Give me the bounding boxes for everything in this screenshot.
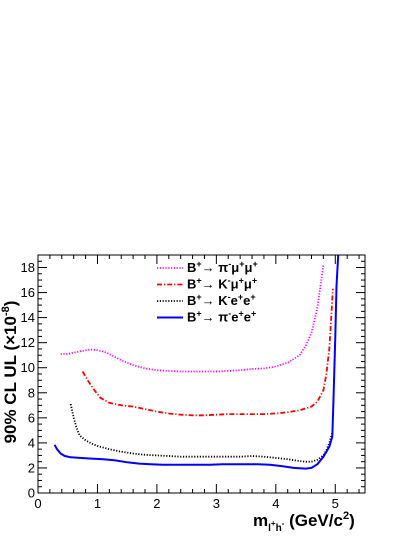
y-tick-label: 2 xyxy=(28,460,35,475)
legend: B+→ π-μ+μ+B+→ K-μ+μ+B+→ K-e+e+B+→ π-e+e+ xyxy=(157,259,258,325)
legend-label-3: B+→ π-e+e+ xyxy=(187,309,256,325)
series-line-3 xyxy=(53,255,340,470)
y-tick-label: 18 xyxy=(21,260,35,275)
x-axis-title: ml+h- (GeV/c2) xyxy=(253,510,355,534)
legend-label-1: B+→ K-μ+μ+ xyxy=(187,276,257,292)
x-tick-label: 2 xyxy=(153,496,160,511)
y-tick-label: 12 xyxy=(21,335,35,350)
x-tick-label: 3 xyxy=(213,496,220,511)
y-tick-label: 16 xyxy=(21,285,35,300)
x-tick-label: 1 xyxy=(94,496,101,511)
y-tick-label: 4 xyxy=(28,435,35,450)
x-tick-label: 4 xyxy=(272,496,279,511)
series-line-1 xyxy=(81,288,334,417)
y-tick-label: 8 xyxy=(28,385,35,400)
y-axis-title: 90% CL UL (×10-8) xyxy=(0,301,20,444)
series-line-2 xyxy=(69,403,334,463)
legend-label-0: B+→ π-μ+μ+ xyxy=(187,259,258,275)
series-layer xyxy=(53,255,340,470)
y-tick-label: 0 xyxy=(28,486,35,501)
y-tick-label: 14 xyxy=(21,310,35,325)
x-tick-label: 0 xyxy=(34,496,41,511)
y-tick-label: 6 xyxy=(28,410,35,425)
x-tick-label: 5 xyxy=(332,496,339,511)
legend-label-2: B+→ K-e+e+ xyxy=(187,292,256,308)
y-tick-label: 10 xyxy=(21,360,35,375)
